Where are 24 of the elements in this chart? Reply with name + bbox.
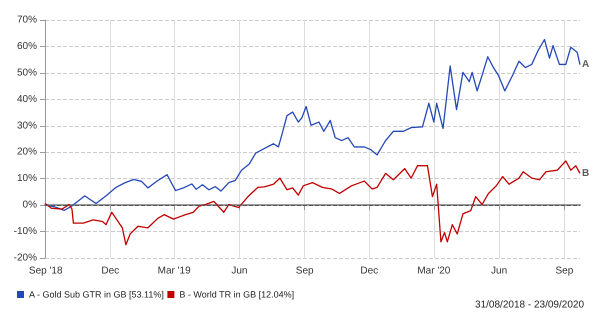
x-tick-label: Sep '18 — [28, 266, 63, 276]
y-tick-label: 0% — [22, 200, 38, 211]
x-tick-label: Dec — [360, 266, 378, 276]
x-tick-label: Jun — [231, 266, 248, 276]
y-tick-label: -20% — [14, 252, 38, 264]
y-tick-label: 20% — [16, 146, 38, 158]
y-tick-label: 30% — [16, 120, 38, 132]
text: 31/08/2018 - 23/09/2020 — [475, 300, 584, 310]
y-tick-label: 40% — [16, 94, 38, 105]
y-tick-label: 60% — [16, 40, 38, 52]
y-tick-label: 70% — [16, 14, 38, 26]
legend-label: B - World TR in GB [12.04%] — [179, 290, 294, 300]
x-tick-label: Dec — [101, 266, 120, 276]
legend-label: A - Gold Sub GTR in GB [53.11%] — [29, 290, 164, 300]
x-tick-label: Sep — [296, 266, 314, 276]
x-tick-label: Sep — [555, 266, 574, 276]
y-tick-label: 10% — [16, 173, 38, 184]
y-tick-label: -10% — [14, 226, 38, 238]
annotation: A — [582, 59, 590, 70]
y-tick-label: 50% — [16, 67, 38, 78]
x-tick-label: Mar '20 — [417, 266, 451, 276]
x-tick-label: Mar '19 — [158, 266, 192, 276]
annotation: B — [582, 168, 590, 179]
x-tick-label: Jun — [491, 266, 508, 276]
